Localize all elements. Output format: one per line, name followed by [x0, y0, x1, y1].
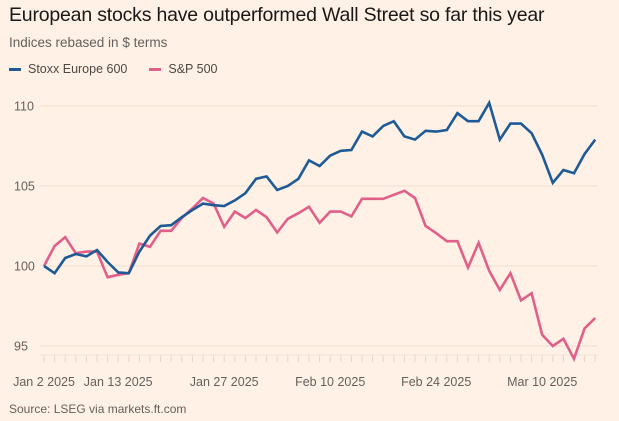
x-tick-label: Feb 10 2025 [295, 375, 365, 389]
x-axis: Jan 2 2025 Jan 13 2025 Jan 27 2025 Feb 10 2… [13, 354, 598, 389]
legend-swatch-sp500 [149, 67, 162, 71]
legend-item-stoxx: Stoxx Europe 600 [9, 62, 127, 76]
legend: Stoxx Europe 600 S&P 500 [9, 62, 240, 76]
series-lines [42, 99, 597, 363]
source-note: Source: LSEG via markets.ft.com [9, 402, 187, 416]
legend-item-sp500: S&P 500 [149, 62, 218, 76]
y-tick-label: 105 [14, 180, 35, 194]
x-tick-label: Jan 2 2025 [13, 375, 75, 389]
y-tick-label: 110 [14, 100, 34, 114]
x-tick-label: Feb 24 2025 [401, 375, 471, 389]
y-axis: 95 100 105 110 [14, 100, 35, 354]
legend-label-stoxx: Stoxx Europe 600 [28, 62, 128, 76]
y-tick-label: 100 [14, 260, 35, 274]
gridlines [40, 105, 598, 347]
y-tick-label: 95 [14, 340, 28, 354]
legend-label-sp500: S&P 500 [168, 62, 218, 76]
series-line-sp-500 [42, 189, 597, 363]
x-tick-label: Jan 27 2025 [190, 375, 259, 389]
x-tick-label: Mar 10 2025 [507, 375, 577, 389]
x-tick-label: Jan 13 2025 [84, 375, 153, 389]
chart-title: European stocks have outperformed Wall S… [9, 4, 545, 26]
legend-swatch-stoxx [9, 67, 21, 71]
chart-subtitle: Indices rebased in $ terms [9, 35, 168, 50]
series-line-stoxx-europe-600 [43, 99, 597, 275]
